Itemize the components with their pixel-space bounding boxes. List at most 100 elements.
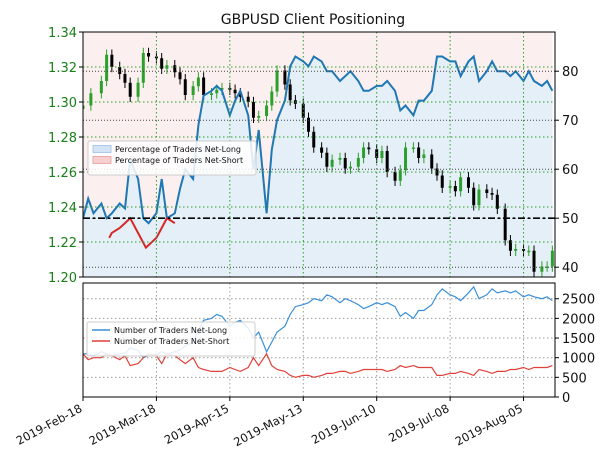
candle-body-76 [550, 250, 554, 267]
bottom-right-tick-label-0: 0 [562, 391, 570, 406]
right-tick-label-4: 80 [562, 65, 579, 80]
candle-body-0 [83, 105, 85, 109]
left-tick-label-4: 1.28 [48, 131, 77, 146]
bottom-right-tick-label-2: 1000 [562, 352, 595, 367]
bottom-panel-frame [82, 282, 556, 398]
x-tick-label-3: 2019-May-13 [231, 401, 304, 449]
candle-body-16 [183, 79, 187, 95]
candle-body-1 [89, 93, 93, 106]
candle-body-31 [275, 70, 279, 92]
candle-body-60 [453, 186, 457, 192]
left-tick-label-6: 1.32 [48, 61, 77, 76]
bottom-right-tick-label-1: 500 [562, 371, 587, 386]
bottom-right-tick-label-5: 2500 [562, 293, 595, 308]
candle-body-35 [301, 103, 305, 118]
x-tick-label-1: 2019-Mar-18 [87, 401, 158, 448]
candle-body-38 [320, 147, 324, 153]
candle-body-40 [330, 159, 334, 167]
candle-body-5 [118, 67, 122, 74]
candle-body-42 [343, 158, 347, 169]
candle-body-43 [348, 166, 352, 169]
candle-body-66 [490, 193, 494, 195]
candle-body-59 [448, 186, 452, 188]
candle-body-33 [288, 84, 292, 101]
candle-body-30 [270, 91, 274, 106]
candle-body-20 [209, 93, 213, 95]
candle-body-51 [398, 170, 402, 181]
candle-body-9 [141, 53, 145, 83]
candle-body-75 [545, 266, 549, 268]
candle-body-12 [160, 58, 164, 69]
top-legend: Percentage of Traders Net-Long Percentage… [87, 140, 257, 176]
net-short-line [108, 216, 176, 250]
count-short-line [83, 352, 553, 378]
bottom-legend: Number of Traders Net-Long Number of Trad… [86, 321, 256, 357]
candle-body-65 [485, 189, 489, 193]
top-panel-frame [82, 31, 556, 278]
top-legend-swatch-0 [92, 145, 112, 153]
top-legend-label-1: Percentage of Traders Net-Short [115, 156, 243, 165]
candle-body-3 [105, 54, 109, 81]
candle-body-18 [196, 77, 200, 87]
left-tick-label-5: 1.30 [48, 96, 77, 111]
candle-body-68 [503, 208, 507, 241]
left-tick-label-3: 1.26 [48, 166, 77, 181]
candle-body-14 [173, 65, 177, 73]
candle-body-32 [283, 70, 287, 85]
candle-body-72 [527, 250, 531, 253]
top-legend-label-0: Percentage of Traders Net-Long [115, 145, 241, 154]
x-tick-label-4: 2019-Jun-10 [309, 401, 378, 447]
candle-body-52 [404, 147, 408, 171]
left-tick-label-1: 1.22 [48, 236, 77, 251]
candle-body-57 [435, 168, 439, 176]
candle-body-47 [375, 149, 379, 158]
candle-body-64 [477, 189, 481, 206]
bottom-legend-label-1: Number of Traders Net-Short [114, 337, 229, 346]
x-tick-label-2: 2019-Apr-15 [162, 401, 231, 447]
candle-body-2 [99, 81, 103, 94]
candle-body-8 [136, 82, 140, 97]
candle-body-69 [508, 240, 512, 251]
candle-body-74 [540, 266, 544, 272]
top-legend-box [87, 140, 257, 176]
candle-body-50 [393, 172, 397, 181]
top-legend-swatch-1 [92, 156, 112, 164]
bottom-legend-label-0: Number of Traders Net-Long [114, 326, 227, 335]
candle-body-26 [246, 96, 250, 102]
candle-body-62 [466, 177, 470, 188]
candle-body-45 [362, 147, 366, 158]
candle-body-15 [178, 72, 182, 80]
candle-body-25 [238, 93, 242, 97]
chart-title: GBPUSD Client Positioning [221, 12, 405, 28]
right-tick-label-3: 70 [562, 114, 579, 129]
x-tick-label-5: 2019-Jul-08 [386, 401, 451, 445]
candle-body-46 [367, 147, 371, 150]
candle-body-17 [191, 86, 195, 95]
candle-body-4 [110, 54, 114, 67]
candle-body-71 [522, 249, 526, 251]
candle-body-22 [220, 88, 224, 90]
candle-body-21 [215, 89, 219, 94]
candle-body-6 [123, 74, 127, 83]
candle-body-27 [251, 102, 255, 118]
candle-body-54 [417, 147, 421, 158]
candle-body-55 [422, 154, 426, 158]
candle-body-10 [147, 53, 151, 57]
x-tick-label-0: 2019-Feb-18 [14, 401, 85, 447]
right-tick-label-0: 40 [562, 261, 579, 276]
candle-body-37 [312, 131, 316, 148]
candle-body-36 [307, 117, 311, 132]
right-tick-label-2: 60 [562, 163, 579, 178]
candle-body-56 [430, 154, 434, 169]
candle-body-7 [128, 82, 132, 97]
candle-body-29 [265, 105, 269, 116]
x-tick-label-6: 2019-Aug-05 [453, 401, 525, 448]
bottom-right-tick-label-4: 2000 [562, 312, 595, 327]
left-tick-label-7: 1.34 [48, 26, 77, 41]
candle-body-19 [202, 77, 206, 95]
candle-body-49 [385, 151, 389, 172]
candle-body-63 [472, 187, 476, 206]
candle-body-24 [233, 89, 237, 94]
net-long-line [83, 54, 554, 225]
